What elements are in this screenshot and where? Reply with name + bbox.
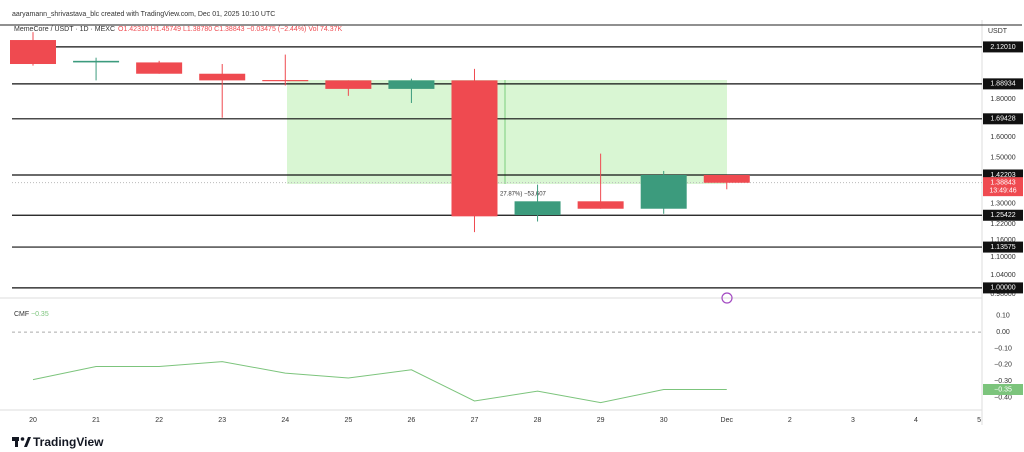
y-tick-label: 1.60000 — [990, 134, 1015, 141]
brand-logo — [12, 437, 31, 447]
x-tick-label: 23 — [218, 417, 226, 424]
last-price-label: 1.38843 — [990, 180, 1015, 187]
x-tick-label: 27 — [471, 417, 479, 424]
level-label-box — [983, 282, 1023, 294]
candle-body — [703, 174, 750, 183]
annotation: 27.87%) −53,607 — [500, 192, 547, 198]
x-tick-label: 28 — [534, 417, 542, 424]
symbol-title: MemeCore / USDT · 1D · MEXC — [14, 26, 115, 33]
level-label: 1.00000 — [990, 285, 1015, 292]
indicator-line — [32, 361, 727, 404]
candle-body — [136, 62, 183, 74]
indicator-value: −0.35 — [31, 311, 49, 318]
candle-body — [262, 80, 309, 82]
level-label-box — [983, 169, 1023, 181]
logo-slash — [24, 437, 31, 447]
y-tick-label: 1.80000 — [990, 96, 1015, 103]
x-tick-label: 3 — [851, 417, 855, 424]
y-tick-label: 1.30000 — [990, 201, 1015, 208]
candle-body — [388, 80, 435, 89]
ohlc-text: O1.42310 H1.45749 L1.38780 C1.38843 −0.0… — [118, 26, 343, 33]
y-tick-label: 0.98000 — [990, 291, 1015, 298]
indicator-name: CMF — [14, 311, 29, 318]
level-label: 1.25422 — [990, 212, 1015, 219]
candle-body — [199, 73, 246, 81]
level-label-box — [983, 241, 1023, 253]
y-tick-label: 0.00 — [996, 329, 1010, 336]
level-label: 2.12010 — [990, 44, 1015, 51]
logo-stem — [15, 437, 18, 447]
y-tick-label: 1.10000 — [990, 254, 1015, 261]
x-tick-label: 24 — [281, 417, 289, 424]
x-tick-label: 30 — [660, 417, 668, 424]
candle-body — [73, 60, 120, 63]
candle-body — [325, 80, 372, 89]
candle-body — [10, 40, 56, 65]
y-tick-label: −0.40 — [994, 395, 1012, 402]
level-label: 1.13575 — [990, 244, 1015, 251]
x-tick-label: 4 — [914, 417, 918, 424]
candle-body — [514, 201, 561, 216]
position-zone — [287, 80, 727, 184]
y-tick-label: −0.10 — [994, 345, 1012, 352]
logo-dot — [20, 437, 25, 441]
last-price-box — [983, 177, 1023, 197]
x-tick-label: 2 — [788, 417, 792, 424]
level-label: 1.42203 — [990, 172, 1015, 179]
level-label-box — [983, 113, 1023, 125]
x-tick-label: 21 — [92, 417, 100, 424]
y-tick-label: 1.22000 — [990, 221, 1015, 228]
y-tick-label: −0.20 — [994, 362, 1012, 369]
x-tick-label: 29 — [597, 417, 605, 424]
y-tick-label: −0.30 — [994, 378, 1012, 385]
currency: USDT — [988, 28, 1008, 35]
y-tick-label: 1.50000 — [990, 155, 1015, 162]
countdown: 13:49:46 — [989, 188, 1016, 195]
x-tick-label: 22 — [155, 417, 163, 424]
candle-body — [451, 80, 498, 217]
candle-body — [640, 174, 687, 209]
event-icon — [721, 292, 733, 304]
x-tick-label: 25 — [344, 417, 352, 424]
indicator-last-label: −0.35 — [994, 386, 1012, 393]
x-tick-label: 20 — [29, 417, 37, 424]
level-label: 1.69428 — [990, 116, 1015, 123]
level-label-box — [983, 78, 1023, 90]
x-tick-label: 5 — [977, 417, 981, 424]
brand: TradingView — [33, 435, 104, 449]
level-label-box — [983, 209, 1023, 221]
y-tick-label: 1.16000 — [990, 237, 1015, 244]
indicator-last-box — [983, 383, 1023, 395]
level-label: 1.88934 — [990, 81, 1015, 88]
x-tick-label: Dec — [721, 417, 734, 424]
y-tick-label: 0.10 — [996, 313, 1010, 320]
level-label-box — [983, 41, 1023, 53]
x-tick-label: 26 — [408, 417, 416, 424]
y-tick-label: 1.04000 — [990, 272, 1015, 279]
candle-body — [577, 201, 624, 209]
attribution: aaryamann_shrivastava_blc created with T… — [12, 11, 275, 18]
